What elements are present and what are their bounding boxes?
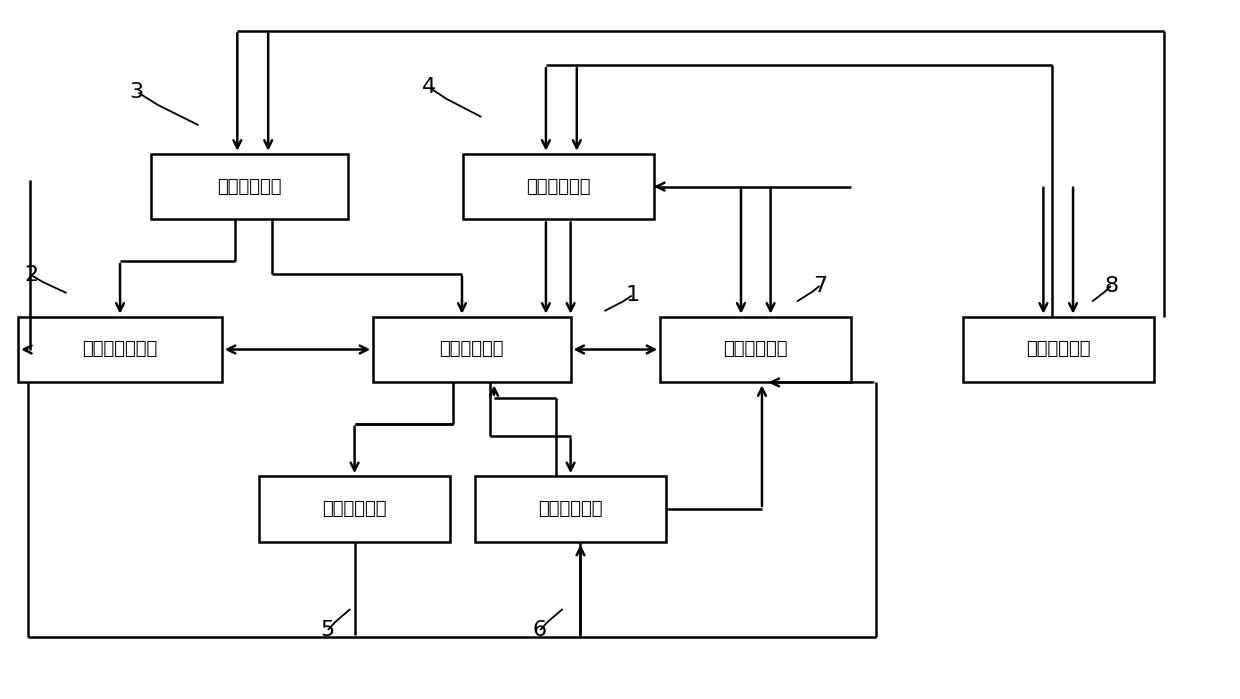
Text: 2: 2 xyxy=(24,266,38,285)
Bar xyxy=(373,317,570,382)
Bar xyxy=(962,317,1154,382)
Text: 7: 7 xyxy=(813,275,827,296)
Bar xyxy=(660,317,852,382)
Bar xyxy=(475,476,666,542)
Text: 回路数据模块: 回路数据模块 xyxy=(322,500,387,518)
Bar xyxy=(19,317,222,382)
Text: 8: 8 xyxy=(1105,275,1118,296)
Text: 1: 1 xyxy=(625,285,640,305)
Bar xyxy=(151,154,348,219)
Text: 两票实施模块: 两票实施模块 xyxy=(1025,340,1090,359)
Bar xyxy=(259,476,450,542)
Text: 设备缺陷模块: 设备缺陷模块 xyxy=(526,178,590,196)
Text: 维修对象模块: 维修对象模块 xyxy=(217,178,281,196)
Text: 6: 6 xyxy=(533,620,547,640)
Text: 5: 5 xyxy=(320,620,335,640)
Text: 4: 4 xyxy=(422,78,435,97)
Text: 维修计划模块: 维修计划模块 xyxy=(538,500,603,518)
Text: 维修文档模块: 维修文档模块 xyxy=(723,340,789,359)
Bar xyxy=(463,154,653,219)
Text: 备件及配件模块: 备件及配件模块 xyxy=(82,340,157,359)
Text: 3: 3 xyxy=(129,82,143,101)
Text: 现场对象模块: 现场对象模块 xyxy=(440,340,505,359)
